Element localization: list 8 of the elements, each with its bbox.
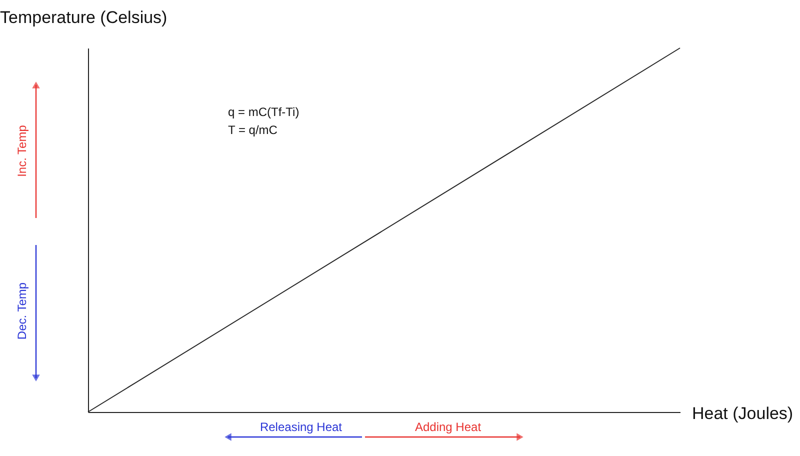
x-axis-title: Heat (Joules) [692,404,794,423]
annotation: T = q/mC [228,123,278,137]
text: Adding Heat [414,420,482,434]
annotation: q = mC(Tf-Ti) [228,105,300,119]
y-axis-title: Temperature (Celsius) [0,8,168,27]
annotation: Inc. Temp [15,124,29,177]
text: Releasing Heat [260,420,343,434]
annotation: Dec. Temp [15,282,29,340]
